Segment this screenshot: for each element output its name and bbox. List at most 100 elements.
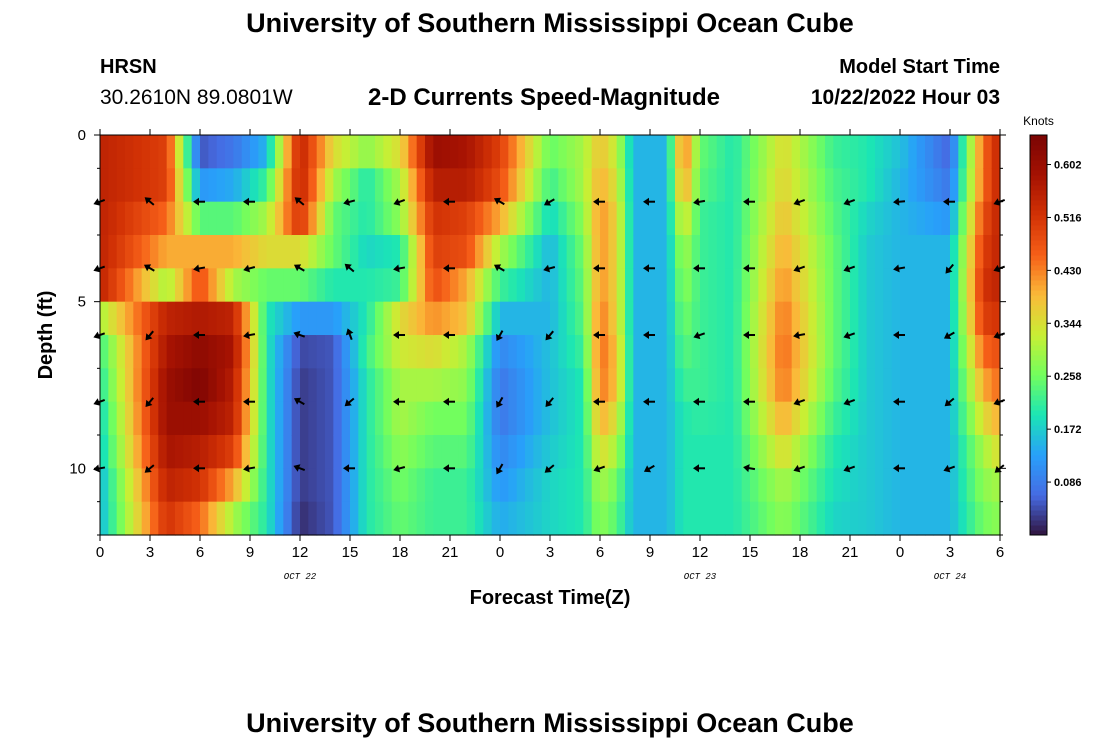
heatmap-cell [700,301,709,336]
heatmap-cell [116,201,126,236]
heatmap-cell [883,201,893,236]
heatmap-cell [183,401,193,436]
heatmap-cell [800,135,809,169]
heatmap-cell [700,468,709,503]
heatmap-cell [991,335,1001,369]
heatmap-cell [141,268,151,303]
heatmap-cell [100,435,109,469]
colorbar-segment [1030,260,1047,266]
heatmap-cell [350,268,359,303]
heatmap-cell [250,268,259,303]
heatmap-cell [325,168,334,203]
x-tick-label: 15 [342,544,359,561]
heatmap-cell [675,235,684,269]
heatmap-cell [191,468,201,503]
heatmap-cell [341,435,351,469]
heatmap-cell [616,135,626,169]
current-arrow [496,330,504,342]
heatmap-cell [916,235,926,269]
heatmap-cell [183,435,193,469]
colorbar-segment [1030,215,1047,221]
heatmap-cell [433,135,443,169]
heatmap-cell [391,301,401,336]
heatmap-cell [741,268,751,303]
heatmap-cell [125,335,134,369]
heatmap-cell [891,135,901,169]
heatmap-cell [900,268,909,303]
heatmap-cell [633,501,643,536]
heatmap-cell [991,435,1001,469]
heatmap-cell [250,435,259,469]
current-arrow [843,264,856,273]
model-start-value: 10/22/2022 Hour 03 [810,86,1000,109]
heatmap-cell [925,401,934,436]
heatmap-cell [383,335,393,369]
heatmap-cell [233,368,243,403]
heatmap-cell [133,168,143,203]
heatmap-cell [275,335,284,369]
heatmap-cell [283,435,293,469]
heatmap-cell [908,335,918,369]
heatmap-cell [233,135,243,169]
heatmap-cell [850,368,859,403]
y-axis-label: Depth (ft) [35,291,57,380]
heatmap-cell [983,201,993,236]
heatmap-cell [583,301,593,336]
heatmap-cell [608,435,618,469]
heatmap-cell [841,401,851,436]
heatmap-cell [916,201,926,236]
heatmap-cell [200,301,209,336]
y-tick-label: 10 [69,460,86,477]
heatmap-cell [350,168,359,203]
heatmap-cell [525,201,534,236]
heatmap-cell [141,301,151,336]
heatmap-cell [575,468,584,503]
heatmap-cell [225,401,234,436]
heatmap-cell [108,268,118,303]
heatmap-cell [750,468,759,503]
heatmap-cell [341,401,351,436]
heatmap-cell [933,201,943,236]
heatmap-cell [308,401,318,436]
heatmap-cell [316,435,326,469]
heatmap-cell [325,135,334,169]
heatmap-cell [733,435,743,469]
heatmap-cell [316,301,326,336]
colorbar-segment [1030,250,1047,256]
heatmap-cell [375,135,384,169]
heatmap-cell [266,135,276,169]
heatmap-cell [816,168,826,203]
heatmap-cell [533,468,543,503]
heatmap-cell [166,468,176,503]
heatmap-cell [100,301,109,336]
heatmap-cell [358,501,368,536]
heatmap-cell [816,501,826,536]
heatmap-cell [575,168,584,203]
heatmap-cell [408,201,418,236]
heatmap-cell [666,501,676,536]
heatmap-cell [708,368,718,403]
current-arrow [243,264,256,273]
heatmap-cell [425,135,434,169]
colorbar-segment [1030,355,1047,361]
heatmap-cell [566,335,576,369]
heatmap-cell [858,335,868,369]
current-arrow [743,397,755,406]
colorbar-segment [1030,230,1047,236]
heatmap-cell [783,435,793,469]
heatmap-cell [491,501,501,536]
current-arrow [893,331,905,339]
x-tick-label: 0 [496,544,504,561]
heatmap-cell [766,335,776,369]
heatmap-cell [325,435,334,469]
heatmap-cell [783,401,793,436]
heatmap-cell [316,468,326,503]
heatmap-cell [266,368,276,403]
heatmap-cell [208,201,218,236]
heatmap-cell [958,368,968,403]
heatmap-cell [608,468,618,503]
heatmap-cell [541,301,551,336]
heatmap-cell [583,401,593,436]
heatmap-cell [358,168,368,203]
current-arrow [243,464,256,473]
